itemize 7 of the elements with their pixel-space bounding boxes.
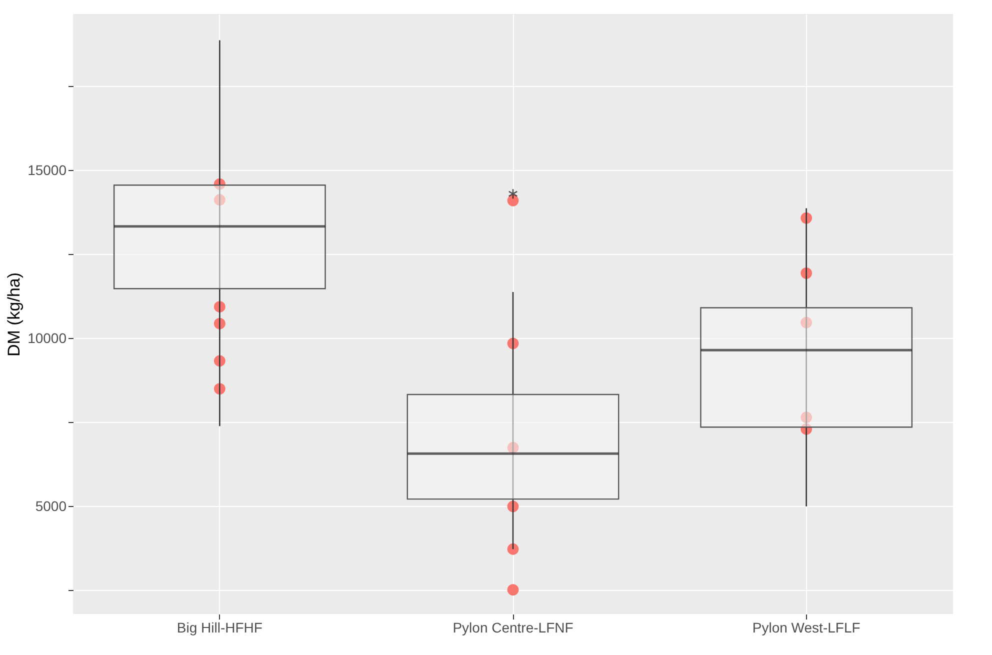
x-tick-label: Pylon Centre-LFNF bbox=[452, 620, 574, 636]
y-tick-label: 15000 bbox=[28, 162, 67, 178]
y-tick-label: 5000 bbox=[35, 498, 67, 514]
y-axis-title: DM (kg/ha) bbox=[4, 272, 24, 357]
x-tick-label: Big Hill-HFHF bbox=[176, 620, 262, 636]
x-tick-label: Pylon West-LFLF bbox=[752, 620, 860, 636]
y-tick-label: 10000 bbox=[28, 330, 67, 346]
